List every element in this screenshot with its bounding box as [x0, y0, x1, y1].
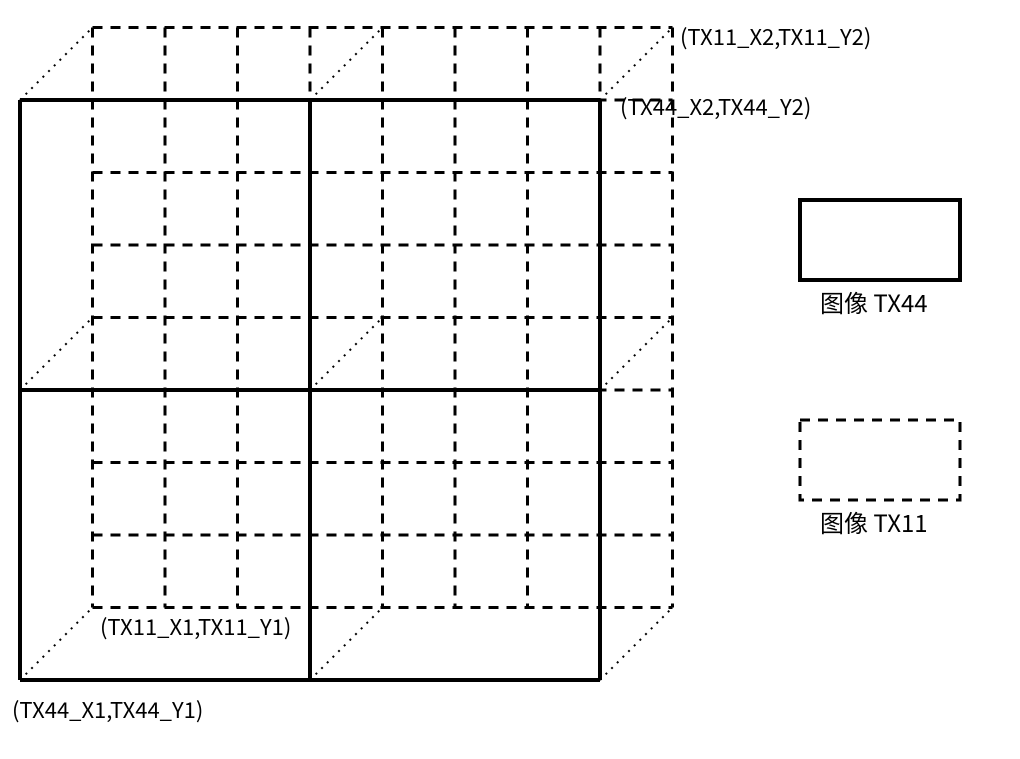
legend-solid-swatch	[800, 200, 960, 280]
label-TX44-x2y2: (TX44_X2,TX44_Y2)	[620, 90, 811, 122]
diagram-canvas: (TX11_X2,TX11_Y2) (TX44_X2,TX44_Y2) (TX1…	[0, 0, 1020, 759]
label-TX11-x2y2: (TX11_X2,TX11_Y2)	[680, 20, 871, 52]
dotted-connector-lines	[20, 28, 673, 681]
legend-solid-label: 图像 TX44	[820, 284, 928, 319]
label-TX44-x1y1: (TX44_X1,TX44_Y1)	[12, 693, 203, 725]
legend-dashed-swatch	[800, 420, 960, 500]
label-TX11-x1y1: (TX11_X1,TX11_Y1)	[100, 610, 291, 642]
legend: 图像 TX44 图像 TX11	[800, 200, 960, 539]
solid-grid-TX44	[20, 100, 600, 680]
legend-dashed-label: 图像 TX11	[820, 504, 928, 539]
